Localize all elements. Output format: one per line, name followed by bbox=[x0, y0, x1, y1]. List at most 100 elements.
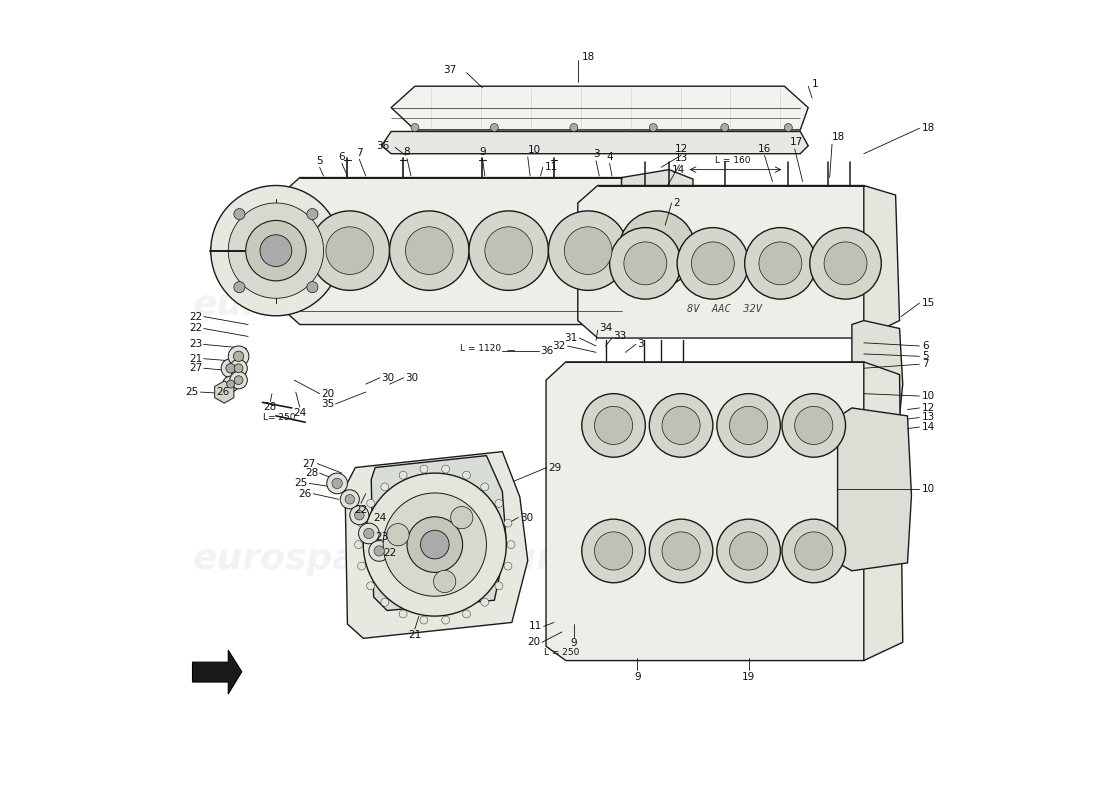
Circle shape bbox=[624, 242, 667, 285]
Text: 12: 12 bbox=[674, 144, 688, 154]
Circle shape bbox=[824, 242, 867, 285]
Circle shape bbox=[366, 582, 375, 590]
Text: 27: 27 bbox=[189, 363, 202, 374]
Circle shape bbox=[229, 203, 323, 298]
Text: 36: 36 bbox=[540, 346, 553, 356]
Text: 30: 30 bbox=[406, 373, 418, 382]
Circle shape bbox=[234, 209, 245, 220]
Text: 37: 37 bbox=[443, 65, 456, 74]
Polygon shape bbox=[345, 452, 528, 638]
Text: 14: 14 bbox=[672, 165, 685, 174]
Circle shape bbox=[383, 493, 486, 596]
Text: 3: 3 bbox=[637, 339, 644, 350]
Circle shape bbox=[221, 358, 240, 378]
Text: 8V  AAC  32V: 8V AAC 32V bbox=[688, 304, 762, 314]
Circle shape bbox=[381, 598, 388, 606]
Circle shape bbox=[594, 406, 632, 445]
Circle shape bbox=[310, 211, 389, 290]
Text: 17: 17 bbox=[790, 138, 803, 147]
Text: 30: 30 bbox=[520, 513, 532, 522]
Circle shape bbox=[260, 234, 292, 266]
Text: 29: 29 bbox=[549, 462, 562, 473]
Text: 18: 18 bbox=[832, 132, 845, 142]
Text: 25: 25 bbox=[186, 387, 199, 397]
Text: 5: 5 bbox=[317, 156, 323, 166]
Text: 28: 28 bbox=[305, 468, 318, 478]
Circle shape bbox=[226, 363, 235, 373]
Text: 32: 32 bbox=[552, 341, 565, 351]
Circle shape bbox=[230, 359, 248, 377]
Text: 11: 11 bbox=[544, 162, 558, 172]
Polygon shape bbox=[837, 408, 912, 571]
Circle shape bbox=[227, 380, 234, 388]
Circle shape bbox=[358, 562, 365, 570]
Circle shape bbox=[564, 227, 612, 274]
Text: eurospares: eurospares bbox=[192, 542, 421, 576]
Text: 9: 9 bbox=[571, 638, 578, 648]
Circle shape bbox=[549, 211, 628, 290]
Circle shape bbox=[729, 406, 768, 445]
Text: 22: 22 bbox=[354, 505, 367, 515]
Circle shape bbox=[649, 394, 713, 457]
Text: 7: 7 bbox=[922, 359, 928, 370]
Circle shape bbox=[662, 406, 701, 445]
Circle shape bbox=[570, 123, 578, 131]
Text: 16: 16 bbox=[758, 144, 771, 154]
Circle shape bbox=[340, 490, 360, 509]
Circle shape bbox=[307, 209, 318, 220]
Circle shape bbox=[782, 394, 846, 457]
Circle shape bbox=[594, 532, 632, 570]
Circle shape bbox=[407, 517, 463, 572]
Text: 9: 9 bbox=[634, 672, 640, 682]
Circle shape bbox=[507, 541, 515, 549]
Text: 33: 33 bbox=[614, 331, 627, 342]
Circle shape bbox=[794, 532, 833, 570]
Polygon shape bbox=[851, 321, 903, 424]
Text: —: — bbox=[506, 346, 515, 355]
Text: 19: 19 bbox=[742, 672, 756, 682]
Circle shape bbox=[504, 562, 512, 570]
Text: 23: 23 bbox=[189, 339, 202, 350]
Text: 34: 34 bbox=[600, 323, 613, 334]
Circle shape bbox=[678, 228, 749, 299]
Circle shape bbox=[234, 376, 243, 385]
Circle shape bbox=[692, 242, 735, 285]
Circle shape bbox=[368, 541, 389, 562]
Circle shape bbox=[229, 346, 249, 366]
Circle shape bbox=[222, 376, 239, 392]
Text: 8: 8 bbox=[404, 147, 410, 157]
Circle shape bbox=[794, 406, 833, 445]
Circle shape bbox=[411, 123, 419, 131]
Polygon shape bbox=[546, 362, 883, 661]
Text: L = 1120: L = 1120 bbox=[460, 344, 500, 353]
Polygon shape bbox=[864, 362, 903, 661]
Text: 10: 10 bbox=[922, 484, 935, 494]
Text: 10: 10 bbox=[528, 146, 541, 155]
Circle shape bbox=[619, 211, 695, 287]
Circle shape bbox=[462, 471, 471, 479]
Text: 36: 36 bbox=[376, 141, 389, 150]
Circle shape bbox=[354, 510, 364, 520]
Text: 10: 10 bbox=[922, 391, 935, 401]
Circle shape bbox=[350, 506, 368, 525]
Circle shape bbox=[234, 282, 245, 293]
Text: 21: 21 bbox=[408, 630, 421, 640]
Text: 14: 14 bbox=[922, 422, 935, 432]
Circle shape bbox=[469, 211, 549, 290]
Circle shape bbox=[433, 570, 455, 593]
Circle shape bbox=[399, 610, 407, 618]
Circle shape bbox=[420, 530, 449, 559]
Text: 13: 13 bbox=[922, 413, 935, 422]
Circle shape bbox=[326, 227, 374, 274]
Circle shape bbox=[234, 364, 243, 373]
Text: 35: 35 bbox=[321, 399, 334, 409]
Text: 18: 18 bbox=[922, 123, 935, 134]
Text: 13: 13 bbox=[674, 154, 688, 163]
Circle shape bbox=[729, 532, 768, 570]
Circle shape bbox=[649, 123, 658, 131]
Text: 27: 27 bbox=[302, 458, 316, 469]
Text: 9: 9 bbox=[480, 147, 486, 157]
Circle shape bbox=[442, 465, 450, 473]
Circle shape bbox=[406, 227, 453, 274]
Polygon shape bbox=[864, 186, 900, 338]
